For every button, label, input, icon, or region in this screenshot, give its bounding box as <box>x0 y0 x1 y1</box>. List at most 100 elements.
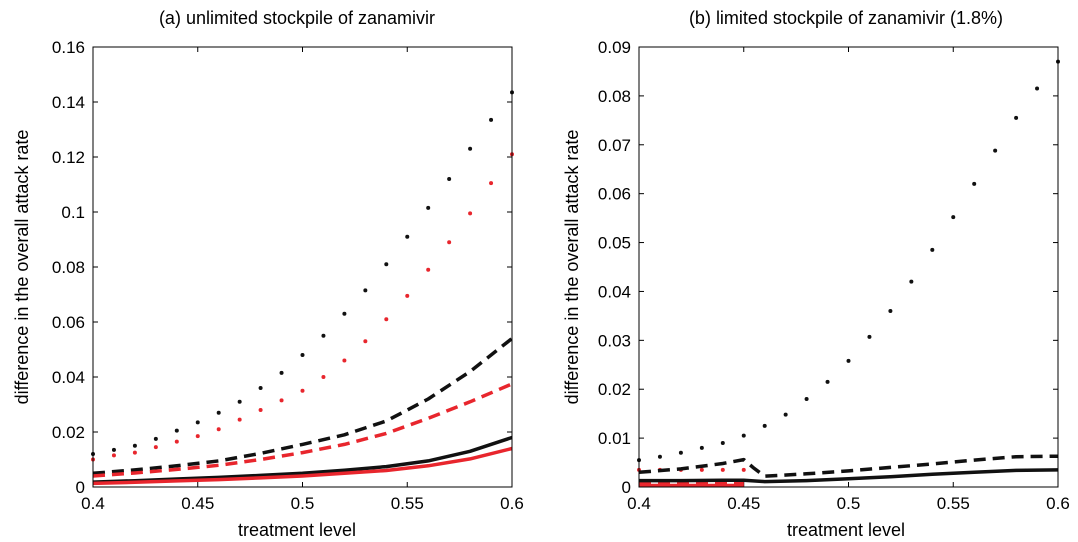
series-1-point <box>741 467 746 472</box>
series-1-point <box>468 211 473 216</box>
ytick-label: 0.04 <box>52 368 85 387</box>
series-0-point <box>993 148 998 153</box>
xtick-label: 0.4 <box>81 494 105 513</box>
series-1-point <box>237 417 242 422</box>
series-0-point <box>153 436 158 441</box>
xtick-label: 0.45 <box>727 494 760 513</box>
series-0-point <box>720 441 725 445</box>
series-0-point <box>741 433 746 438</box>
series-1-point <box>426 267 431 272</box>
series-0-point <box>888 309 893 313</box>
ytick-label: 0 <box>76 478 85 497</box>
ytick-label: 0.16 <box>52 38 85 57</box>
series-1-point <box>489 181 494 186</box>
xtick-label: 0.6 <box>1046 494 1070 513</box>
series-5-line <box>92 446 513 486</box>
series-0-point <box>972 181 977 186</box>
series-1-point <box>447 240 452 245</box>
ytick-label: 0.06 <box>598 185 631 204</box>
series-2-line <box>638 454 1059 478</box>
series-0-point <box>1014 115 1019 120</box>
ytick-label: 0.05 <box>598 234 631 253</box>
panel-a-title: (a) unlimited stockpile of zanamivir <box>159 8 435 28</box>
panel-a-axes-frame <box>92 46 513 488</box>
series-1-point <box>279 398 284 403</box>
ytick-label: 0.01 <box>598 429 631 448</box>
series-0-point <box>384 262 389 267</box>
series-1-point <box>132 450 137 455</box>
series-1-point <box>153 445 158 450</box>
series-0-point <box>867 334 872 339</box>
series-0-point <box>132 443 137 448</box>
series-0-point <box>279 370 284 375</box>
series-1-point <box>342 358 347 363</box>
series-1-point <box>258 408 263 412</box>
series-0-point <box>783 412 788 417</box>
series-0-point <box>489 117 494 122</box>
series-1-point <box>216 427 221 432</box>
series-1-point <box>300 388 305 393</box>
panel-a-ticks: 0 0.02 0.04 0.06 0.08 0.1 0.12 0.14 0.16 0.4 0.45 0… <box>52 38 524 513</box>
series-1-point <box>174 439 179 444</box>
series-0-point <box>342 311 347 316</box>
series-0-point <box>846 358 851 363</box>
ytick-label: 0.04 <box>598 282 631 301</box>
series-2-line <box>92 337 514 476</box>
panel-b-axes-frame <box>638 46 1059 488</box>
series-0-point <box>258 386 263 390</box>
series-1-point <box>195 434 200 439</box>
panel-b-ticks: 0 0.01 0.02 0.03 0.04 0.05 0.06 0.07 0.08 0.09 0.4… <box>598 38 1070 513</box>
panel-b-series <box>637 59 1060 488</box>
series-4-line <box>92 435 513 484</box>
panel-a-ylabel: difference in the overall attack rate <box>12 130 32 405</box>
series-0-point <box>174 428 179 433</box>
series-0-point <box>762 423 767 428</box>
series-3-line <box>92 382 513 478</box>
series-1-point <box>363 339 368 344</box>
ytick-label: 0.02 <box>598 380 631 399</box>
panel-b: (b) limited stockpile of zanamivir (1.8%… <box>562 8 1070 540</box>
series-4-line <box>639 468 1059 484</box>
ytick-label: 0.08 <box>52 258 85 277</box>
series-0-point <box>804 397 809 401</box>
series-0-point <box>951 215 956 220</box>
series-1-point <box>405 293 410 298</box>
series-0-point <box>111 447 116 452</box>
xtick-label: 0.45 <box>181 494 214 513</box>
ytick-label: 0 <box>622 478 631 497</box>
series-0-point <box>363 288 368 293</box>
xtick-label: 0.4 <box>627 494 651 513</box>
series-0-point <box>825 379 830 384</box>
xtick-label: 0.6 <box>500 494 524 513</box>
series-0-point <box>405 234 410 239</box>
series-0-point <box>1035 86 1040 91</box>
panel-a-xlabel: treatment level <box>238 520 356 540</box>
xtick-label: 0.5 <box>291 494 315 513</box>
series-0-point <box>930 247 935 252</box>
series-1-point <box>699 467 704 472</box>
panel-b-title: (b) limited stockpile of zanamivir (1.8%… <box>689 8 1003 28</box>
ytick-label: 0.14 <box>52 93 85 112</box>
panel-a-series <box>91 90 514 486</box>
series-0-point <box>300 353 305 357</box>
series-0-point <box>699 445 704 450</box>
ytick-label: 0.1 <box>61 203 85 222</box>
ytick-label: 0.12 <box>52 148 85 167</box>
ytick-label: 0.07 <box>598 136 631 155</box>
series-1-point <box>384 317 389 322</box>
panel-a: (a) unlimited stockpile of zanamivir dif… <box>12 8 524 540</box>
ytick-label: 0.06 <box>52 313 85 332</box>
series-0-point <box>678 450 683 455</box>
series-0-point <box>657 454 662 459</box>
panel-b-ylabel: difference in the overall attack rate <box>562 130 582 405</box>
ytick-label: 0.08 <box>598 87 631 106</box>
series-1-point <box>720 467 725 472</box>
series-0-point <box>909 279 914 284</box>
xtick-label: 0.55 <box>937 494 970 513</box>
xtick-label: 0.5 <box>837 494 861 513</box>
xtick-label: 0.55 <box>391 494 424 513</box>
series-1-point <box>111 453 116 458</box>
series-0-point <box>216 410 221 415</box>
panel-b-xlabel: treatment level <box>787 520 905 540</box>
